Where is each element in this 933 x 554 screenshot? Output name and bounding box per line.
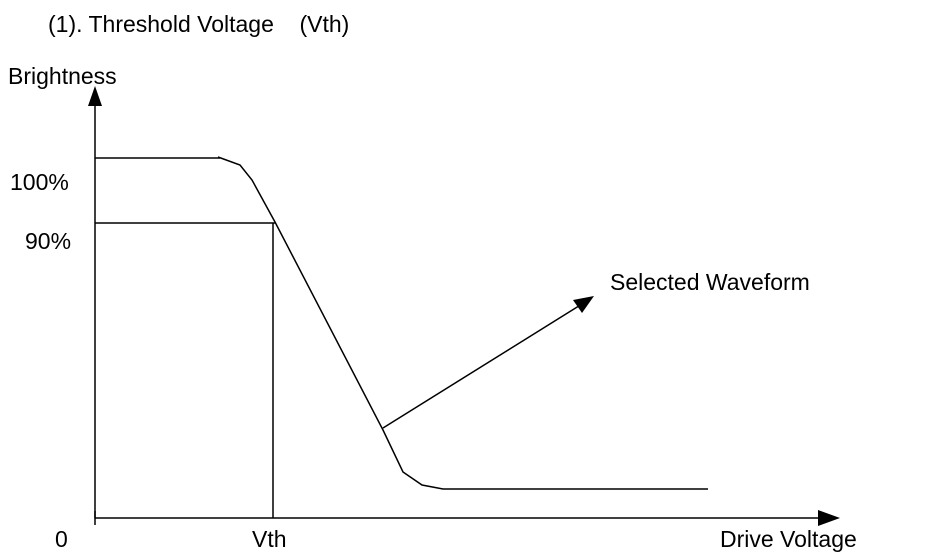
x-axis-arrow [818, 510, 840, 526]
annotation: Selected Waveform [610, 269, 810, 295]
waveform [217, 156, 708, 490]
annotation-arrowhead [573, 296, 594, 313]
vth-label: Vth [252, 526, 287, 552]
title: (1). Threshold Voltage (Vth) [48, 11, 349, 37]
y-axis-arrow [88, 86, 102, 106]
x-axis-label: Drive Voltage [720, 526, 857, 552]
level-label: 100% [10, 169, 69, 195]
level-label: 90% [25, 228, 71, 254]
annotation-arrow [382, 303, 583, 429]
origin-label: 0 [55, 526, 68, 552]
y-axis-label: Brightness [8, 63, 117, 89]
